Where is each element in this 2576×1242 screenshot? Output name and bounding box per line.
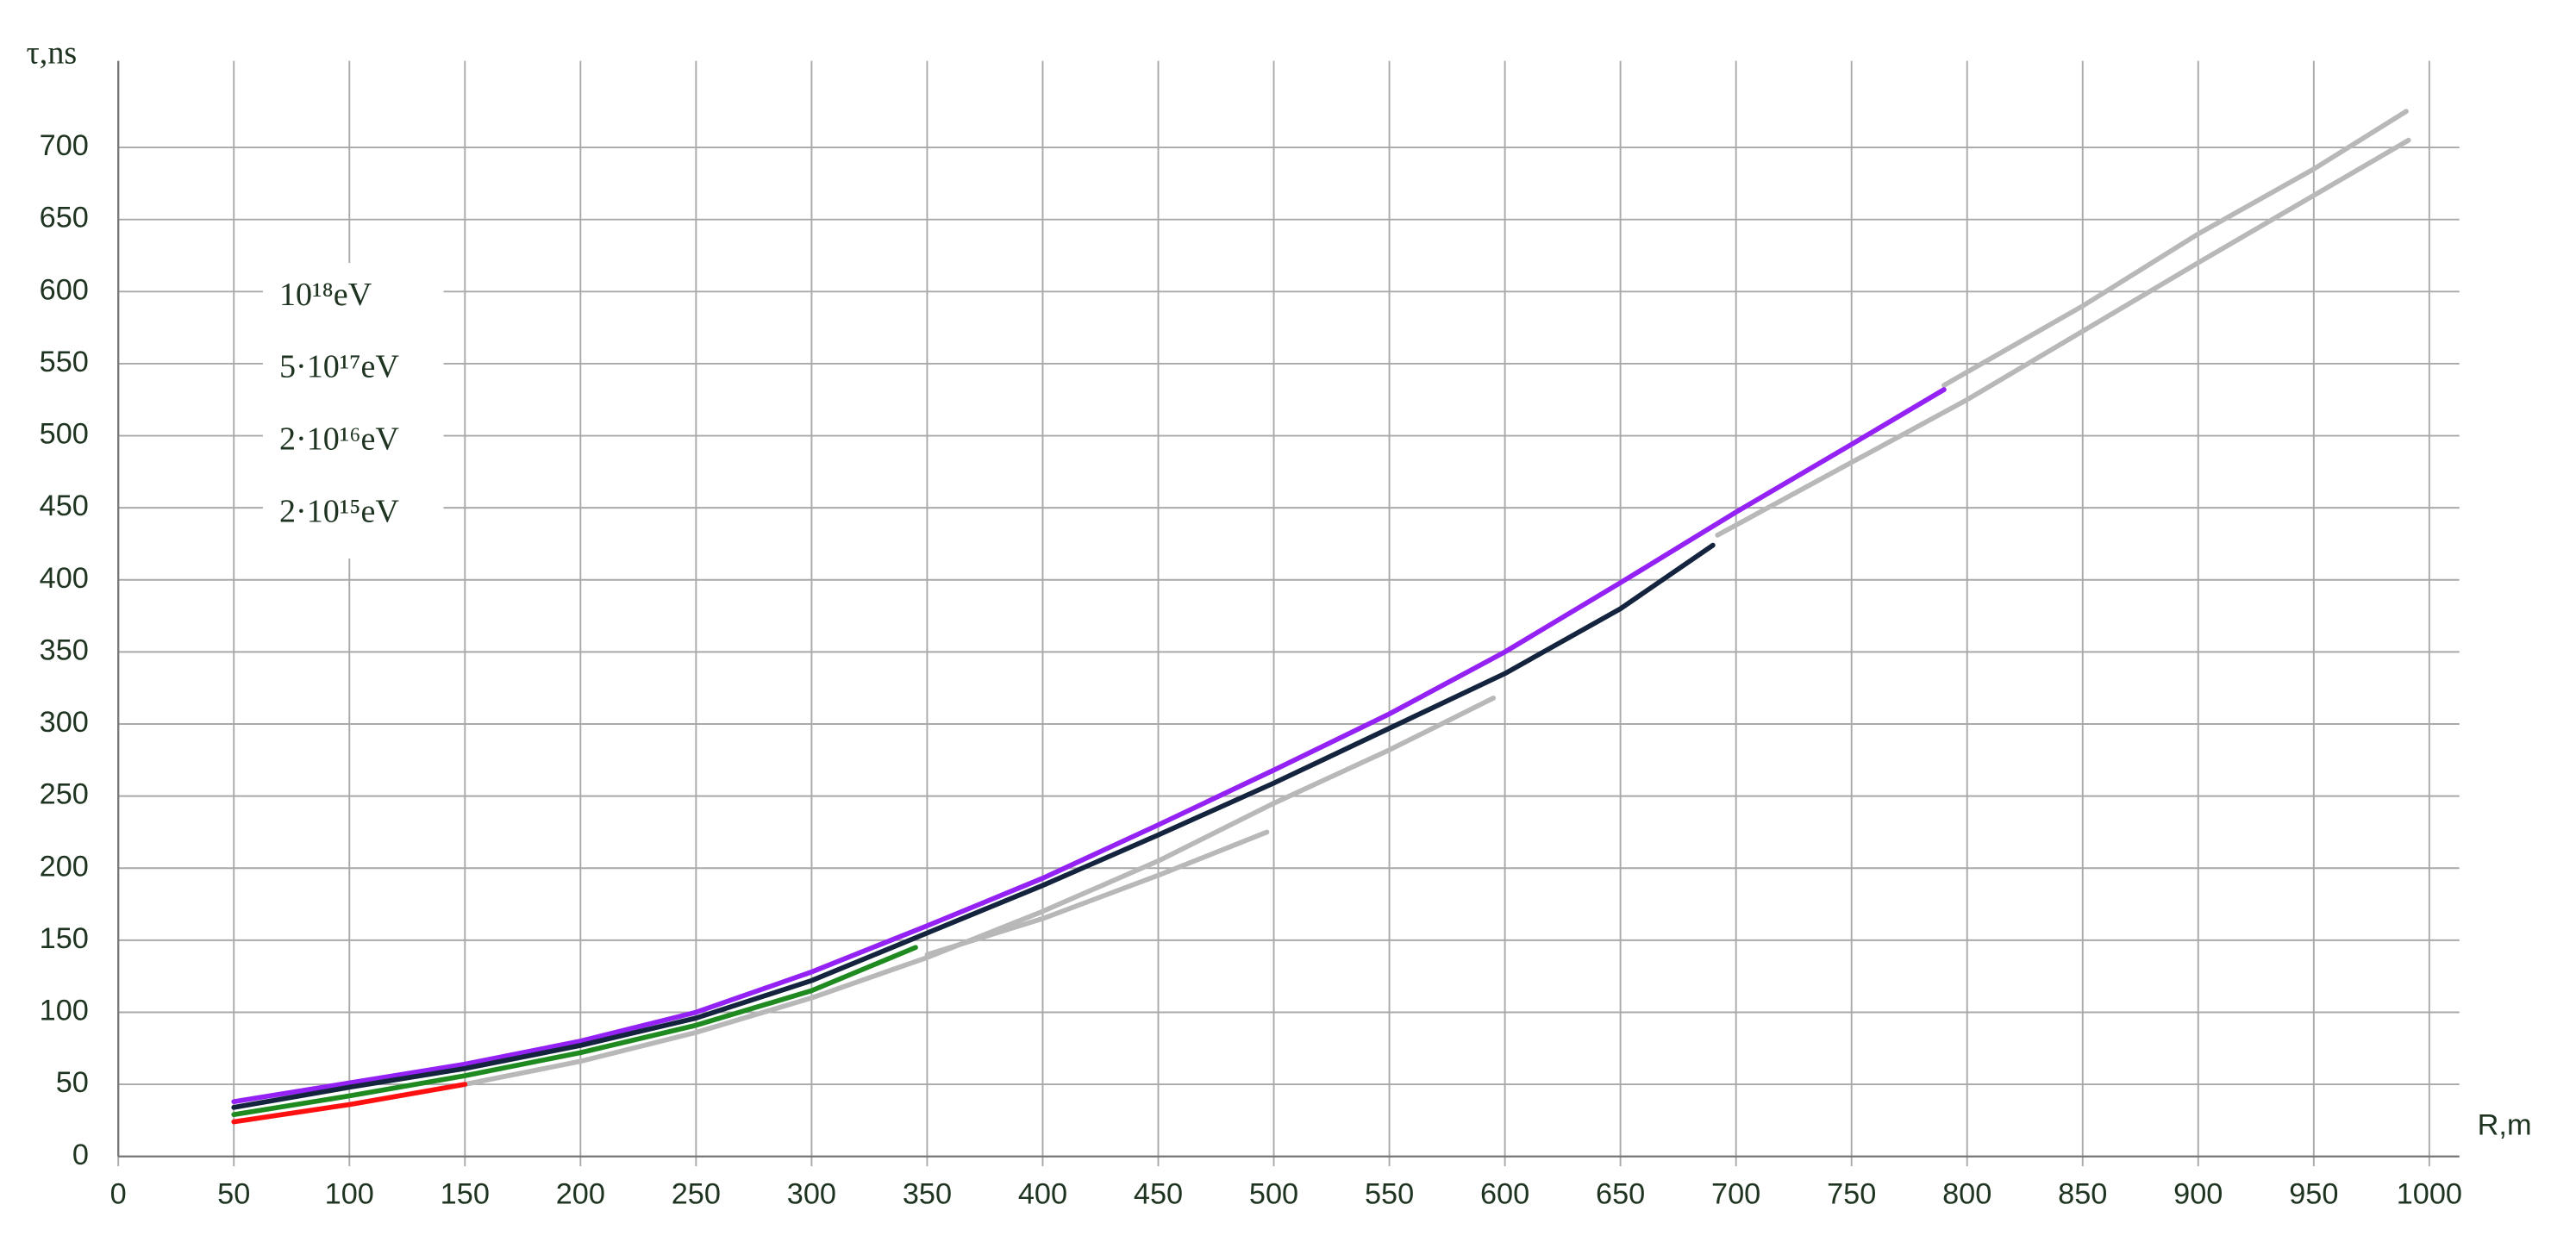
y-tick-label: 0 (72, 1139, 89, 1171)
x-tick-label: 0 (110, 1178, 127, 1211)
y-tick-label: 350 (40, 633, 89, 666)
y-tick-label: 50 (56, 1066, 89, 1099)
x-tick-label: 250 (672, 1178, 721, 1211)
x-tick-label: 800 (1942, 1178, 1991, 1211)
x-tick-label: 650 (1596, 1178, 1645, 1211)
x-tick-label: 750 (1827, 1178, 1876, 1211)
legend-box (262, 263, 444, 559)
x-tick-label: 500 (1249, 1178, 1298, 1211)
x-tick-label: 450 (1134, 1178, 1183, 1211)
x-axis-label: R,m (2478, 1108, 2532, 1141)
x-tick-label: 150 (441, 1178, 490, 1211)
x-tick-label: 900 (2173, 1178, 2223, 1211)
legend-entry: 2·10¹⁶eV (279, 421, 399, 458)
x-tick-label: 400 (1018, 1178, 1067, 1211)
y-tick-label: 500 (40, 418, 89, 451)
series-line (924, 829, 1270, 958)
y-tick-label: 550 (40, 346, 89, 378)
y-tick-label: 700 (40, 129, 89, 162)
x-tick-label: 50 (217, 1178, 250, 1211)
legend-entry: 2·10¹⁵eV (279, 493, 399, 529)
x-tick-label: 350 (903, 1178, 952, 1211)
legend-entry: 5·10¹⁷eV (279, 349, 399, 385)
x-tick-label: 200 (556, 1178, 605, 1211)
y-tick-label: 150 (40, 922, 89, 955)
y-tick-label: 400 (40, 562, 89, 595)
series-line (231, 542, 1716, 1110)
x-tick-label: 700 (1711, 1178, 1760, 1211)
x-tick-label: 1000 (2397, 1178, 2462, 1211)
y-tick-label: 100 (40, 995, 89, 1027)
x-tick-label: 300 (787, 1178, 836, 1211)
x-tick-label: 850 (2058, 1178, 2107, 1211)
x-tick-label: 550 (1365, 1178, 1414, 1211)
series-line (1715, 137, 2411, 538)
x-tick-label: 950 (2289, 1178, 2338, 1211)
series-line (462, 696, 1497, 1087)
y-tick-label: 600 (40, 273, 89, 306)
series-line (231, 1082, 468, 1125)
x-tick-label: 600 (1480, 1178, 1529, 1211)
legend-entry: 10¹⁸eV (279, 277, 372, 313)
x-tick-label: 100 (325, 1178, 374, 1211)
y-tick-label: 650 (40, 202, 89, 234)
y-tick-label: 250 (40, 778, 89, 811)
series-line (231, 387, 1947, 1105)
y-tick-label: 300 (40, 706, 89, 739)
y-tick-label: 200 (40, 850, 89, 883)
y-tick-label: 450 (40, 490, 89, 522)
series-line (231, 945, 918, 1118)
y-axis-label: τ,ns (26, 35, 77, 72)
series-line (1941, 109, 2409, 388)
